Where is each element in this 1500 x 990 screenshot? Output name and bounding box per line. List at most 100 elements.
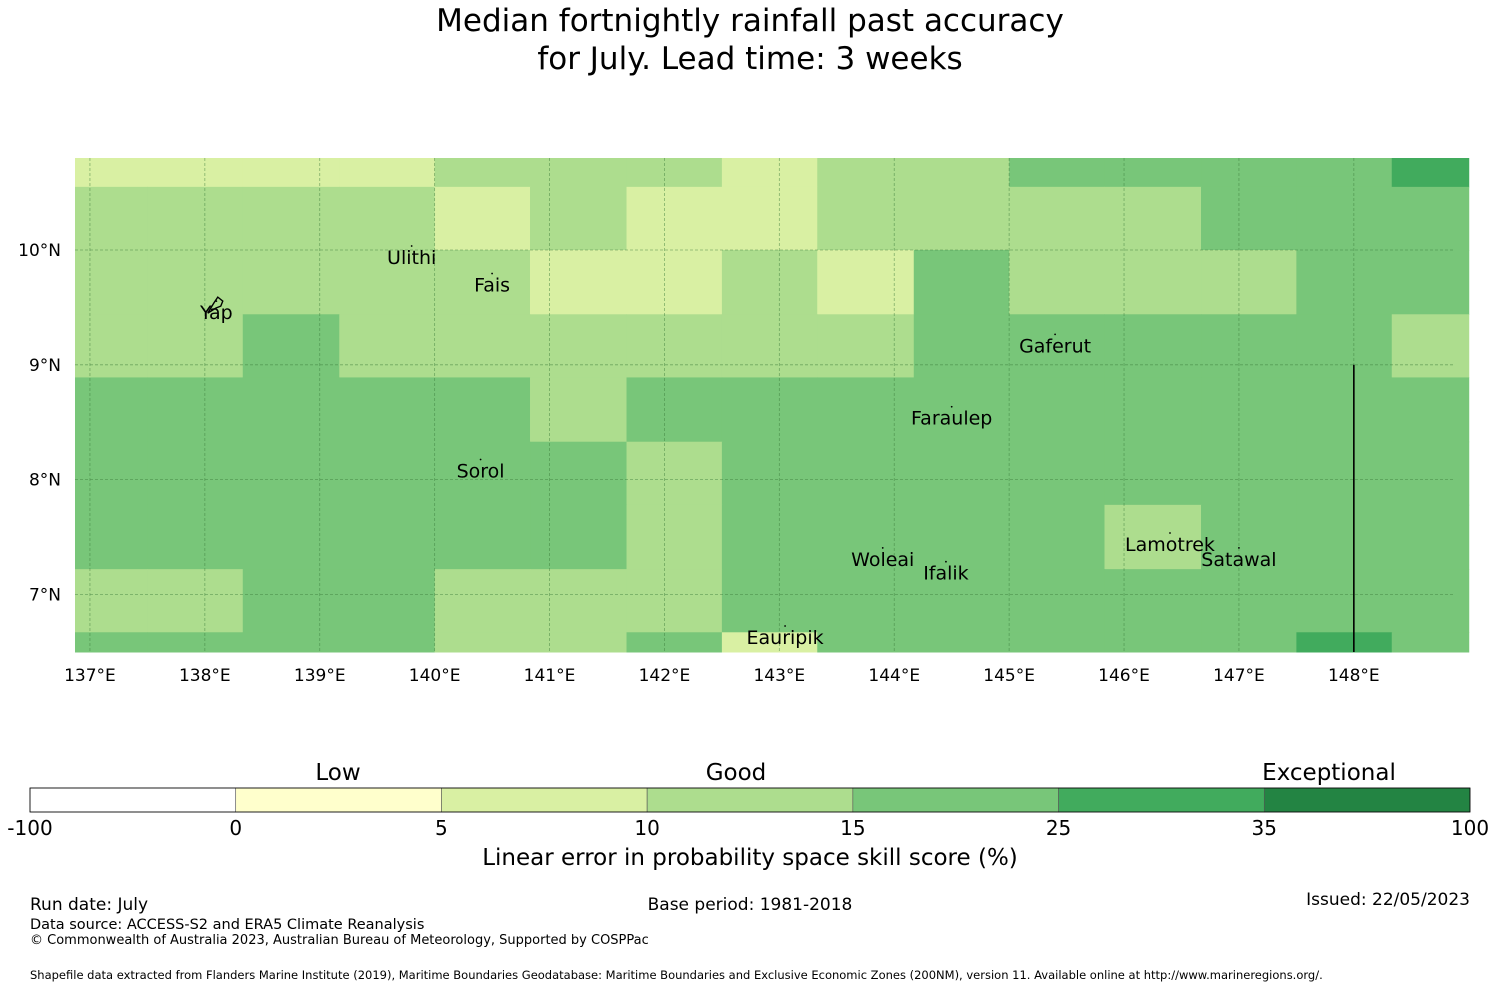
skill-cell — [1391, 314, 1470, 378]
skill-cell — [1296, 504, 1393, 570]
skill-cell — [530, 632, 628, 653]
lon-tick-label: 139°E — [294, 666, 346, 686]
data-source: Data source: ACCESS-S2 and ERA5 Climate … — [30, 917, 425, 933]
skill-cell — [1009, 632, 1106, 653]
skill-cell — [1104, 186, 1202, 251]
run-date: Run date: July — [30, 895, 149, 915]
skill-cell — [1104, 441, 1202, 506]
skill-cell — [242, 632, 340, 653]
skill-cell — [1104, 250, 1202, 315]
skill-cell — [530, 569, 628, 633]
skill-cell — [626, 569, 723, 633]
skill-cell — [721, 569, 818, 633]
skill-cell — [817, 504, 915, 570]
colorbar-tick-label: 100 — [1450, 816, 1490, 840]
skill-cell — [626, 632, 723, 653]
skill-cell — [434, 250, 531, 315]
skill-cell — [913, 377, 1010, 443]
island-dot — [491, 272, 493, 275]
colorbar-segment — [1263, 787, 1471, 813]
colorbar-tick-label: 15 — [840, 816, 866, 840]
skill-cell — [721, 186, 818, 251]
lon-tick-label: 146°E — [1098, 666, 1150, 686]
skill-cell — [530, 158, 628, 188]
skill-cell — [1009, 569, 1106, 633]
skill-cell — [626, 377, 723, 443]
skill-cell — [1296, 632, 1393, 653]
skill-cell — [434, 441, 531, 506]
skill-cell — [1201, 441, 1297, 506]
place-label: Sorol — [457, 461, 505, 483]
colorbar-segment — [235, 787, 442, 813]
skill-cell — [1009, 250, 1106, 315]
place-label: Satawal — [1201, 549, 1276, 571]
island-dot — [479, 458, 482, 461]
skill-cell — [1201, 504, 1297, 570]
skill-cell — [1009, 504, 1106, 570]
skill-cell — [1009, 158, 1106, 188]
skill-cell — [434, 377, 531, 443]
skill-cell — [1296, 569, 1393, 633]
skill-cell — [1009, 377, 1106, 443]
skill-cell — [75, 158, 148, 188]
skill-cell — [339, 158, 436, 188]
shapefile-credit: Shapefile data extracted from Flanders M… — [30, 968, 1323, 982]
map-cells — [75, 158, 1470, 653]
island-dot — [945, 560, 947, 563]
colorbar — [29, 787, 1471, 813]
skill-cell — [339, 569, 436, 633]
colorbar-tick-label: -100 — [7, 816, 53, 840]
skill-cell — [1201, 569, 1297, 633]
skill-cell — [817, 314, 915, 378]
skill-cell — [1104, 632, 1202, 653]
lon-tick-label: 143°E — [753, 666, 805, 686]
skill-cell — [1009, 186, 1106, 251]
lon-tick-label: 141°E — [524, 666, 576, 686]
skill-cell — [1296, 377, 1393, 443]
island-dot — [410, 245, 413, 247]
skill-cell — [75, 186, 148, 251]
skill-cell — [817, 377, 915, 443]
place-label: Woleai — [851, 549, 914, 571]
colorbar-category: Exceptional — [1262, 760, 1396, 786]
skill-cell — [75, 569, 148, 633]
skill-cell — [147, 377, 244, 443]
title-line-1: Median fortnightly rainfall past accurac… — [436, 3, 1064, 39]
skill-cell — [242, 250, 340, 315]
place-label: Gaferut — [1019, 335, 1091, 357]
skill-cell — [434, 504, 531, 570]
skill-cell — [1201, 632, 1297, 653]
skill-cell — [530, 314, 628, 378]
island-dot — [1238, 547, 1240, 549]
skill-cell — [817, 569, 915, 633]
skill-cell — [242, 441, 340, 506]
skill-cell — [434, 314, 531, 378]
yap-island-outline — [207, 296, 224, 314]
skill-cell — [817, 250, 915, 315]
skill-cell — [147, 441, 244, 506]
colorbar-segment — [1058, 787, 1265, 813]
colorbar-tick-label: 35 — [1251, 816, 1278, 840]
skill-cell — [1201, 158, 1297, 188]
skill-cell — [75, 441, 148, 506]
skill-cell — [721, 250, 818, 315]
skill-cell — [1009, 314, 1106, 378]
skill-cell — [242, 569, 340, 633]
map-place-labels: Ulithi Fais Yap Gaferut Faraulep Sorol Woleai L… — [199, 245, 1277, 649]
skill-cell — [530, 441, 628, 506]
skill-cell — [434, 158, 531, 188]
lat-tick-label: 8°N — [29, 471, 61, 491]
skill-cell — [913, 632, 1010, 653]
lon-tick-label: 142°E — [639, 666, 691, 686]
skill-cell — [434, 632, 531, 653]
skill-cell — [721, 158, 818, 188]
island-dot — [1169, 532, 1171, 534]
skill-cell — [1104, 377, 1202, 443]
copyright: © Commonwealth of Australia 2023, Austra… — [30, 933, 649, 948]
issued-date: Issued: 22/05/2023 — [1306, 890, 1470, 910]
skill-cell — [913, 441, 1010, 506]
skill-cell — [721, 377, 818, 443]
lon-tick-label: 137°E — [64, 666, 116, 686]
skill-cell — [75, 314, 148, 378]
